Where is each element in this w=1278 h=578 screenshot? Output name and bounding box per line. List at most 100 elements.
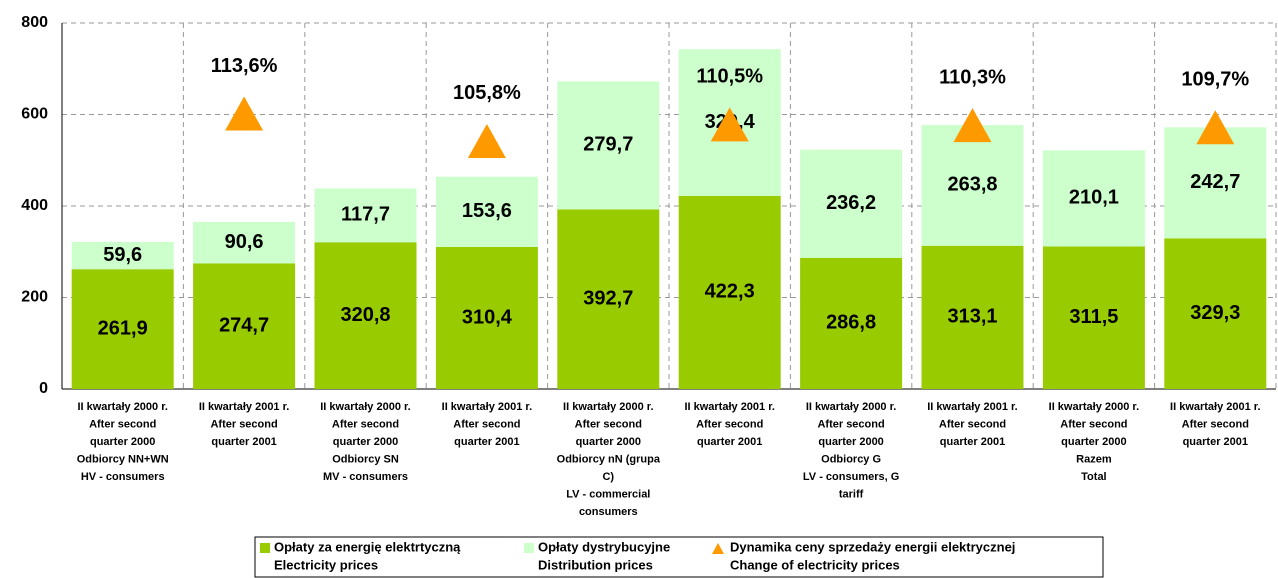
x-tick-label: After second — [575, 418, 642, 430]
x-tick-label: After second — [453, 418, 520, 430]
data-label: 90,6 — [225, 231, 264, 253]
legend-marker — [260, 543, 270, 553]
x-tick-label: quarter 2000 — [818, 436, 883, 448]
bar-segment — [1164, 238, 1267, 389]
x-tick-label: quarter 2000 — [90, 436, 155, 448]
y-tick-label: 400 — [21, 197, 48, 214]
data-label: 310,4 — [462, 306, 513, 328]
legend-label: Change of electricity prices — [730, 557, 900, 572]
x-tick-label: C) — [602, 471, 614, 483]
data-label: 117,7 — [341, 204, 390, 226]
legend-label: Opłaty za energię elektrtyczną — [274, 539, 461, 554]
x-tick-label: II kwartały 2001 r. — [927, 401, 1018, 413]
data-label: 392,7 — [583, 287, 633, 309]
x-tick-label: Razem — [1076, 453, 1112, 465]
legend-marker — [524, 543, 534, 553]
data-label: 236,2 — [826, 192, 876, 214]
data-label: 59,6 — [103, 244, 142, 266]
bar-segment — [71, 241, 174, 270]
data-label: 110,3% — [939, 66, 1006, 88]
bar-segment — [800, 257, 903, 389]
x-tick-label: consumers — [579, 506, 638, 518]
bar-segment — [314, 188, 417, 243]
x-tick-label: After second — [696, 418, 763, 430]
x-tick-label: LV - consumers, G — [803, 471, 899, 483]
y-tick-label: 600 — [21, 106, 48, 123]
x-tick-label: tariff — [839, 488, 864, 500]
data-label: 261,9 — [98, 317, 148, 339]
bar-segment — [1164, 127, 1267, 239]
marker — [710, 107, 749, 142]
y-tick-label: 0 — [39, 380, 48, 397]
data-label: 274,7 — [219, 314, 269, 336]
bar-segment — [557, 81, 660, 210]
x-tick-label: II kwartały 2001 r. — [684, 401, 775, 413]
data-label: 210,1 — [1069, 187, 1119, 209]
x-tick-label: quarter 2000 — [333, 436, 398, 448]
data-label: 110,5% — [696, 66, 763, 88]
legend-label: Dynamika ceny sprzedaży energii elektryc… — [730, 539, 1015, 554]
data-label: 153,6 — [462, 200, 512, 222]
bar-segment — [557, 209, 660, 389]
x-tick-label: HV - consumers — [81, 471, 165, 483]
x-tick-label: II kwartały 2001 r. — [442, 401, 533, 413]
x-tick-label: II kwartały 2000 r. — [1049, 401, 1140, 413]
legend-label: Opłaty dystrybucyjne — [538, 539, 670, 554]
bar-segment — [193, 221, 296, 264]
data-label: 286,8 — [826, 312, 876, 334]
data-label: 113,6% — [211, 55, 278, 77]
x-tick-label: Odbiorcy G — [821, 453, 881, 465]
marker — [467, 123, 506, 158]
x-tick-label: After second — [939, 418, 1006, 430]
x-tick-label: II kwartały 2001 r. — [1170, 401, 1261, 413]
data-label: 313,1 — [947, 306, 997, 328]
bar-segment — [800, 149, 903, 258]
data-label: 320,8 — [340, 304, 390, 326]
y-tick-label: 800 — [21, 14, 48, 31]
x-tick-label: Odbiorcy nN (grupa — [557, 453, 661, 465]
x-tick-label: quarter 2000 — [576, 436, 641, 448]
x-tick-label: II kwartały 2000 r. — [806, 401, 897, 413]
bar-segment — [921, 125, 1024, 246]
x-tick-label: quarter 2000 — [1061, 436, 1126, 448]
x-tick-label: II kwartały 2000 r. — [77, 401, 168, 413]
marker — [1196, 110, 1235, 145]
marker — [953, 108, 992, 143]
data-label: 311,5 — [1069, 306, 1118, 328]
y-tick-label: 200 — [21, 289, 48, 306]
legend-marker — [712, 543, 724, 554]
bar-segment — [71, 269, 174, 389]
x-tick-label: After second — [1182, 418, 1249, 430]
x-tick-label: After second — [332, 418, 399, 430]
x-tick-label: After second — [210, 418, 277, 430]
x-tick-label: II kwartały 2000 r. — [563, 401, 654, 413]
x-tick-label: After second — [89, 418, 156, 430]
x-tick-label: Odbiorcy NN+WN — [77, 453, 169, 465]
data-label: 279,7 — [583, 134, 633, 156]
bar-segment — [314, 242, 417, 389]
x-tick-label: quarter 2001 — [1183, 436, 1248, 448]
bar-segment — [193, 263, 296, 389]
x-tick-label: II kwartały 2001 r. — [199, 401, 290, 413]
x-tick-label: II kwartały 2000 r. — [320, 401, 411, 413]
bar-segment — [435, 246, 538, 389]
x-tick-label: Odbiorcy SN — [332, 453, 399, 465]
data-label: 422,3 — [705, 281, 755, 303]
data-label: 329,3 — [1190, 302, 1240, 324]
x-tick-label: quarter 2001 — [454, 436, 519, 448]
x-tick-label: Total — [1081, 471, 1106, 483]
x-tick-label: quarter 2001 — [211, 436, 276, 448]
marker — [225, 96, 264, 131]
legend-label: Distribution prices — [538, 557, 653, 572]
data-label: 263,8 — [947, 174, 997, 196]
bar-segment — [678, 195, 781, 389]
x-tick-label: quarter 2001 — [697, 436, 762, 448]
data-label: 109,7% — [1181, 69, 1249, 91]
x-tick-label: After second — [1060, 418, 1127, 430]
data-label: 105,8% — [453, 82, 521, 104]
bar-segment — [1042, 150, 1145, 247]
bar-segment — [1042, 246, 1145, 389]
x-tick-label: quarter 2001 — [940, 436, 1005, 448]
data-label: 242,7 — [1190, 171, 1240, 193]
